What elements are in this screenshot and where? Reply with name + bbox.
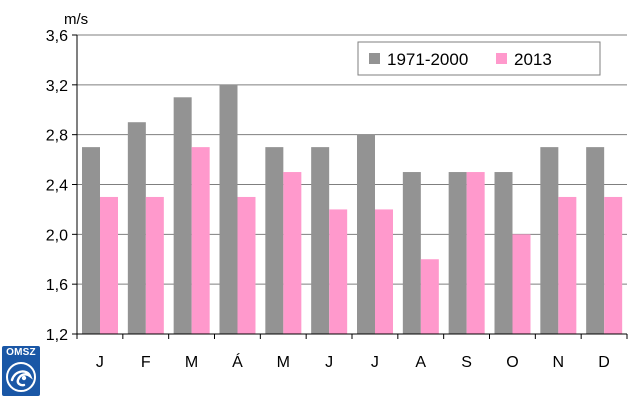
y-tick-label: 1,2 xyxy=(46,327,68,344)
y-tick-label: 3,6 xyxy=(46,28,68,45)
bar-baseline xyxy=(311,147,330,334)
x-tick-label: N xyxy=(552,354,564,371)
bar-baseline xyxy=(265,147,284,334)
bar-current xyxy=(100,196,118,334)
x-tick-label: F xyxy=(141,354,151,371)
bar-baseline xyxy=(540,147,559,334)
y-tick-label: 3,2 xyxy=(46,78,68,95)
legend-swatch xyxy=(496,53,507,64)
omsz-emblem-icon xyxy=(6,362,36,392)
x-tick-label: J xyxy=(371,354,379,371)
x-tick-label: O xyxy=(506,354,518,371)
bar-current xyxy=(283,172,302,334)
bar-current xyxy=(512,234,531,334)
x-tick-label: M xyxy=(185,354,198,371)
bar-current xyxy=(466,172,485,334)
bar-current xyxy=(191,147,210,334)
bar-current xyxy=(329,209,348,334)
omsz-logo: OMSZ xyxy=(2,346,40,396)
x-tick-label: A xyxy=(415,354,426,371)
x-tick-label: S xyxy=(461,354,472,371)
x-tick-label: D xyxy=(598,354,610,371)
bar-current xyxy=(558,196,577,334)
bar-baseline xyxy=(357,134,375,334)
bar-baseline xyxy=(402,172,421,334)
y-tick-label: 2,0 xyxy=(46,227,68,244)
x-tick-label: J xyxy=(325,354,333,371)
legend-label: 1971-2000 xyxy=(387,50,468,69)
bar-current xyxy=(375,209,393,334)
bar-baseline xyxy=(586,147,605,334)
bar-current xyxy=(237,196,256,334)
bar-current xyxy=(145,196,164,334)
bar-baseline xyxy=(127,122,146,334)
x-tick-label: Á xyxy=(232,352,243,371)
y-tick-label: 2,4 xyxy=(46,178,68,195)
legend-swatch xyxy=(369,53,380,64)
bar-baseline xyxy=(494,172,513,334)
x-tick-label: J xyxy=(96,354,104,371)
y-tick-label: 2,8 xyxy=(46,128,68,145)
bar-current xyxy=(604,196,623,334)
y-unit-label: m/s xyxy=(64,11,88,28)
legend-box xyxy=(357,41,601,76)
bar-baseline xyxy=(219,84,238,334)
bar-baseline xyxy=(82,147,100,334)
y-tick-label: 1,6 xyxy=(46,277,68,294)
x-tick-label: M xyxy=(277,354,290,371)
logo-text: OMSZ xyxy=(6,347,36,358)
bar-current xyxy=(420,259,439,334)
bar-baseline xyxy=(173,97,192,335)
legend-label: 2013 xyxy=(514,50,552,69)
bar-baseline xyxy=(448,172,467,334)
